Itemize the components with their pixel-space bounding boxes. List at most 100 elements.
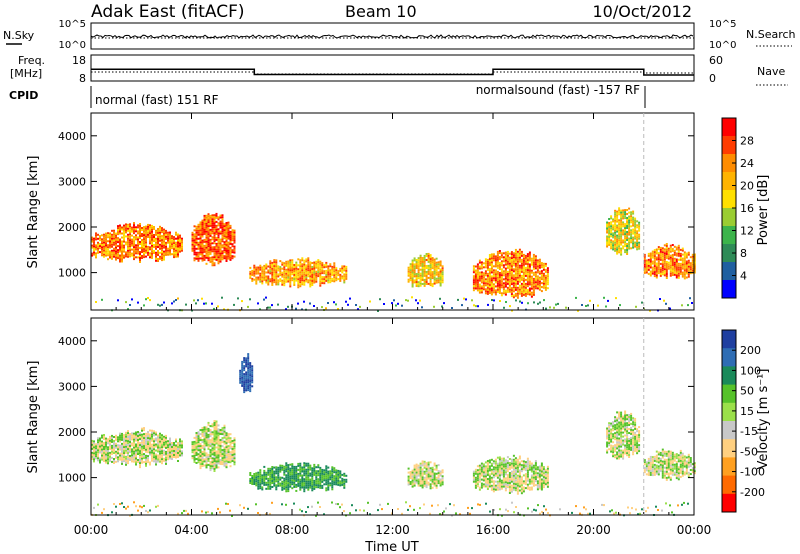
echo-cell: [139, 452, 141, 455]
echo-cell: [542, 276, 545, 279]
echo-cell: [139, 261, 141, 263]
echo-cell: [275, 277, 278, 280]
echo-cell: [253, 278, 256, 281]
echo-cell: [500, 270, 503, 273]
echo-cell: [159, 243, 161, 246]
echo-cell: [139, 233, 141, 235]
echo-cell: [486, 264, 489, 267]
echo-cell: [177, 237, 179, 240]
echo-cell: [107, 236, 109, 239]
echo-cell: [484, 485, 487, 488]
echo-cell: [510, 275, 513, 278]
echo-cell: [135, 238, 137, 241]
echo-cell: [131, 460, 133, 463]
echo-cell: [478, 279, 481, 282]
echo-cell: [259, 471, 262, 474]
echo-cell: [538, 284, 541, 287]
echo-cell: [147, 451, 149, 454]
echo-cell: [484, 483, 487, 486]
echo-cell: [514, 262, 517, 265]
echo-cell: [221, 429, 224, 432]
echo-cell: [323, 282, 326, 285]
echo-cell: [516, 254, 519, 257]
echo-cell: [269, 262, 272, 265]
echo-cell: [159, 450, 161, 453]
echo-cell: [253, 266, 256, 269]
echo-cell: [117, 458, 119, 461]
echo-cell: [315, 278, 318, 281]
echo-cell: [480, 289, 483, 292]
echo-cell: [263, 276, 266, 279]
echo-cell: [526, 269, 529, 272]
echo-cell: [472, 480, 475, 483]
echo-cell: [315, 270, 318, 273]
echo-cell: [671, 256, 674, 258]
echo-cell: [478, 486, 481, 489]
echo-cell: [624, 225, 627, 228]
range-tick-label: 4000: [58, 130, 86, 143]
echo-cell: [407, 272, 410, 275]
echo-cell: [297, 478, 300, 481]
echo-cell: [275, 470, 278, 473]
echo-cell: [335, 275, 338, 278]
echo-cell: [197, 233, 200, 236]
echo-cell: [129, 435, 131, 437]
echo-cell: [227, 435, 230, 438]
echo-cell: [241, 380, 244, 383]
echo-cell: [277, 267, 280, 270]
echo-cell: [201, 431, 204, 433]
echo-cell: [163, 244, 165, 247]
echo-cell: [534, 287, 537, 290]
echo-cell: [520, 274, 523, 277]
echo-cell: [125, 447, 127, 450]
echo-cell: [249, 362, 252, 365]
echo-cell: [101, 246, 103, 249]
echo-cell: [245, 381, 248, 384]
echo-cell: [520, 290, 523, 293]
echo-cell: [526, 253, 529, 256]
echo-cell: [127, 460, 129, 463]
echo-cell: [131, 444, 133, 447]
echo-cell: [125, 457, 127, 460]
echo-cell: [289, 473, 292, 476]
echo-cell: [159, 460, 161, 463]
echo-cell: [673, 249, 676, 252]
echo-cell: [339, 470, 342, 473]
echo-cell: [283, 471, 286, 474]
echo-cell: [91, 451, 93, 454]
echo-cell: [163, 250, 165, 253]
echo-cell: [645, 267, 648, 270]
echo-cell: [647, 266, 650, 269]
echo-cell: [503, 306, 505, 309]
echo-cell: [233, 235, 236, 238]
echo-cell: [287, 482, 290, 485]
echo-cell: [681, 273, 684, 276]
echo-cell: [205, 242, 208, 245]
echo-cell: [251, 269, 254, 272]
echo-cell: [638, 227, 641, 230]
echo-cell: [622, 209, 625, 212]
echo-cell: [653, 249, 656, 252]
echo-cell: [273, 474, 276, 477]
echo-cell: [339, 476, 342, 479]
echo-cell: [319, 284, 322, 287]
echo-cell: [149, 461, 151, 464]
echo-cell: [111, 241, 113, 244]
echo-cell: [303, 265, 306, 268]
echo-cell: [219, 252, 222, 255]
echo-cell: [502, 282, 505, 285]
echo-cell: [155, 237, 157, 240]
echo-cell: [227, 233, 230, 236]
echo-cell: [675, 270, 678, 273]
echo-cell: [197, 247, 200, 250]
echo-cell: [211, 242, 214, 245]
echo-cell: [677, 258, 680, 261]
echo-cell: [431, 271, 434, 274]
echo-cell: [259, 308, 261, 311]
echo-cell: [195, 229, 198, 232]
echo-cell: [518, 260, 521, 263]
echo-cell: [137, 453, 139, 455]
echo-cell: [139, 446, 141, 449]
echo-cell: [263, 479, 266, 482]
echo-cell: [331, 472, 334, 475]
